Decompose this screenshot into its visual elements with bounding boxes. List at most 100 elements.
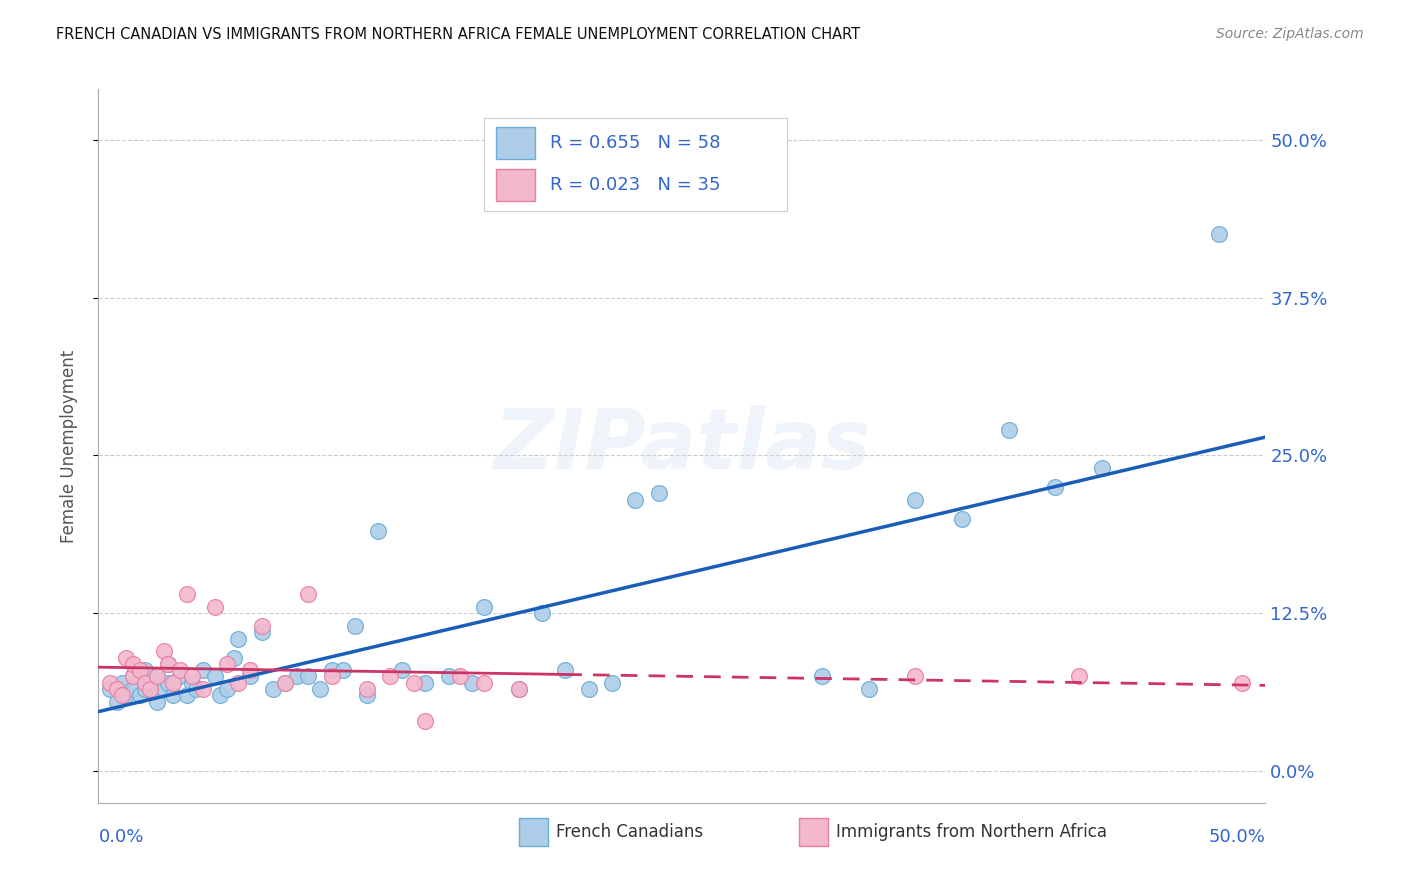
Text: R = 0.023   N = 35: R = 0.023 N = 35 [550, 176, 721, 194]
Point [356, 682, 378, 697]
Point [1208, 227, 1230, 242]
Point [402, 675, 425, 690]
Point [193, 663, 215, 677]
Point [344, 619, 367, 633]
Point [449, 669, 471, 683]
Text: R = 0.655   N = 58: R = 0.655 N = 58 [550, 134, 721, 152]
Point [297, 669, 319, 683]
Point [228, 632, 250, 646]
FancyBboxPatch shape [799, 819, 828, 846]
Point [413, 675, 436, 690]
Point [129, 663, 152, 677]
Point [139, 675, 162, 690]
Point [274, 675, 297, 690]
Point [180, 675, 202, 690]
Text: ZIPatlas: ZIPatlas [494, 406, 870, 486]
Point [250, 619, 273, 633]
Point [122, 657, 145, 671]
Point [105, 682, 128, 697]
Point [413, 714, 436, 728]
Point [274, 675, 297, 690]
Point [98, 682, 121, 697]
Point [146, 669, 169, 683]
Point [134, 663, 156, 677]
Point [157, 657, 180, 671]
Point [321, 663, 343, 677]
Point [250, 625, 273, 640]
Point [152, 682, 174, 697]
Point [115, 650, 138, 665]
Point [222, 650, 245, 665]
Point [162, 689, 184, 703]
Point [169, 663, 191, 677]
Point [239, 663, 262, 677]
Point [122, 669, 145, 683]
Point [437, 669, 460, 683]
Point [111, 689, 134, 703]
Point [1045, 480, 1067, 494]
FancyBboxPatch shape [496, 127, 536, 160]
Point [105, 695, 128, 709]
Text: FRENCH CANADIAN VS IMMIGRANTS FROM NORTHERN AFRICA FEMALE UNEMPLOYMENT CORRELATI: FRENCH CANADIAN VS IMMIGRANTS FROM NORTH… [56, 27, 860, 42]
Text: Immigrants from Northern Africa: Immigrants from Northern Africa [837, 823, 1107, 841]
Point [1230, 675, 1253, 690]
Point [332, 663, 354, 677]
Point [152, 644, 174, 658]
Point [208, 689, 231, 703]
Point [215, 657, 238, 671]
Point [508, 682, 530, 697]
Point [134, 675, 156, 690]
Point [204, 669, 226, 683]
Point [193, 682, 215, 697]
Point [228, 675, 250, 690]
Point [858, 682, 880, 697]
Y-axis label: Female Unemployment: Female Unemployment [59, 350, 77, 542]
Point [115, 689, 138, 703]
Point [904, 669, 927, 683]
Point [321, 669, 343, 683]
Point [111, 675, 134, 690]
Point [204, 600, 226, 615]
Point [472, 600, 495, 615]
Point [134, 682, 156, 697]
Point [472, 675, 495, 690]
Point [811, 669, 834, 683]
Point [578, 682, 600, 697]
Point [176, 587, 198, 601]
Point [169, 669, 191, 683]
Point [262, 682, 284, 697]
Text: 50.0%: 50.0% [1209, 828, 1265, 846]
Text: 0.0%: 0.0% [98, 828, 143, 846]
Point [297, 587, 319, 601]
Point [904, 492, 927, 507]
Text: Source: ZipAtlas.com: Source: ZipAtlas.com [1216, 27, 1364, 41]
Point [285, 669, 308, 683]
Point [176, 689, 198, 703]
Point [624, 492, 647, 507]
Point [508, 682, 530, 697]
Point [146, 669, 169, 683]
Text: French Canadians: French Canadians [555, 823, 703, 841]
Point [122, 669, 145, 683]
Point [139, 682, 162, 697]
Point [647, 486, 669, 500]
Point [180, 669, 202, 683]
Point [461, 675, 484, 690]
Point [997, 423, 1019, 437]
Point [239, 669, 262, 683]
FancyBboxPatch shape [496, 169, 536, 202]
Point [391, 663, 413, 677]
Point [554, 663, 576, 677]
Point [157, 657, 180, 671]
Point [215, 682, 238, 697]
Point [157, 675, 180, 690]
Point [600, 675, 623, 690]
Point [98, 675, 121, 690]
Point [367, 524, 389, 539]
Point [122, 682, 145, 697]
Point [378, 669, 402, 683]
Point [356, 689, 378, 703]
Point [309, 682, 332, 697]
Point [530, 607, 553, 621]
Point [1091, 461, 1114, 475]
